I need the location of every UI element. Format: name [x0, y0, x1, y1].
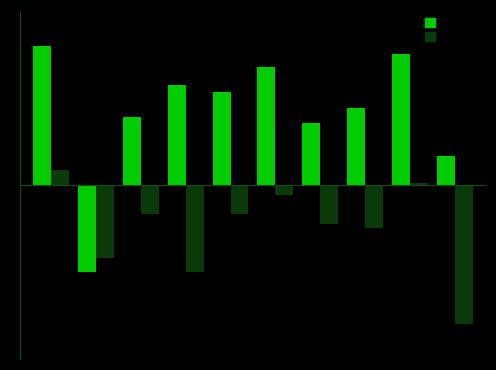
Bar	[455, 185, 473, 324]
Bar	[410, 183, 428, 185]
Bar	[231, 185, 248, 214]
Bar	[96, 185, 114, 258]
Bar	[437, 156, 455, 185]
Bar	[320, 185, 338, 223]
Bar	[392, 54, 410, 185]
Bar	[213, 92, 231, 185]
Bar	[141, 185, 159, 214]
Bar	[347, 108, 365, 185]
Legend: vs. 2015, vs. 2019: vs. 2015, vs. 2019	[423, 16, 481, 44]
Bar	[51, 169, 69, 185]
Bar	[365, 185, 383, 228]
Bar	[257, 67, 275, 185]
Bar	[302, 123, 320, 185]
Bar	[123, 117, 141, 185]
Bar	[78, 185, 96, 272]
Bar	[33, 46, 51, 185]
Bar	[186, 185, 204, 272]
Bar	[168, 84, 186, 185]
Bar	[275, 185, 293, 195]
